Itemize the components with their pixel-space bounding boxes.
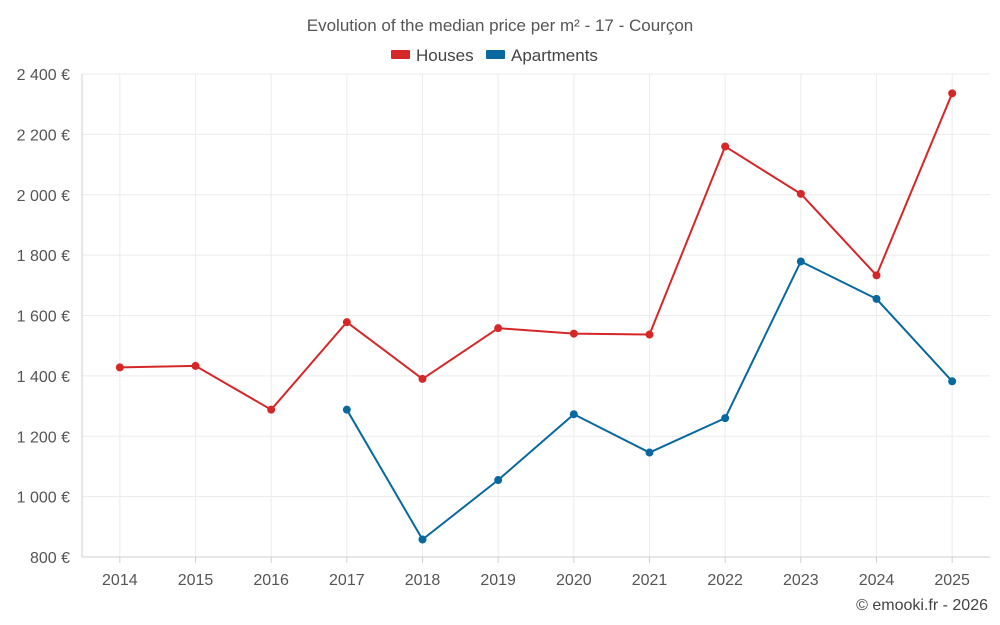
x-tick-label: 2023 [783,572,819,589]
data-point-apartments-2025[interactable] [948,377,957,386]
legend-swatch-houses [391,50,410,59]
y-tick-label: 1 000 € [17,490,70,507]
data-point-apartments-2018[interactable] [418,535,427,544]
data-point-apartments-2024[interactable] [872,294,881,303]
y-tick-label: 2 200 € [17,127,70,144]
data-point-houses-2017[interactable] [342,318,351,327]
axes: 800 € 1 000 € 1 200 € 1 400 € 1 600 € 1 800 €… [17,67,990,589]
x-tick-label: 2025 [934,572,970,589]
x-tick-label: 2014 [102,572,138,589]
data-point-houses-2020[interactable] [569,329,578,338]
series-line-houses [119,92,954,411]
legend: Houses Apartments [391,46,598,65]
y-tick-label: 1 600 € [17,309,70,326]
data-point-houses-2021[interactable] [645,330,654,339]
x-tick-label: 2021 [632,572,668,589]
data-point-houses-2019[interactable] [494,324,503,333]
data-point-houses-2015[interactable] [191,361,200,370]
x-tick-label: 2024 [859,572,895,589]
x-tick-label: 2022 [707,572,743,589]
data-point-houses-2024[interactable] [872,271,881,280]
y-tick-label: 2 400 € [17,67,70,84]
legend-label-apartments[interactable]: Apartments [511,46,598,65]
x-tick-label: 2015 [178,572,214,589]
legend-label-houses[interactable]: Houses [416,46,474,65]
y-tick-label: 1 800 € [17,248,70,265]
y-tick-label: 1 200 € [17,429,70,446]
legend-swatch-apartments [486,50,505,59]
data-point-houses-2023[interactable] [796,189,805,198]
data-point-houses-2022[interactable] [721,142,730,151]
grid [82,73,990,557]
credit-text: © emooki.fr - 2026 [856,597,988,614]
y-tick-label: 1 400 € [17,369,70,386]
data-point-apartments-2020[interactable] [569,410,578,419]
data-point-apartments-2022[interactable] [721,414,730,423]
x-tick-label: 2016 [253,572,289,589]
x-tick-label: 2017 [329,572,365,589]
data-point-houses-2016[interactable] [267,405,276,414]
series-group [115,89,957,544]
y-tick-label: 800 € [30,550,70,567]
x-tick-label: 2019 [480,572,516,589]
data-point-houses-2014[interactable] [115,363,124,372]
data-point-apartments-2021[interactable] [645,448,654,457]
chart-title: Evolution of the median price per m² - 1… [307,16,693,35]
data-point-apartments-2023[interactable] [796,257,805,266]
data-point-houses-2018[interactable] [418,374,427,383]
data-point-houses-2025[interactable] [948,89,957,98]
data-point-apartments-2017[interactable] [342,405,351,414]
y-tick-label: 2 000 € [17,188,70,205]
data-point-apartments-2019[interactable] [494,476,503,485]
x-tick-label: 2020 [556,572,592,589]
x-tick-label: 2018 [405,572,441,589]
